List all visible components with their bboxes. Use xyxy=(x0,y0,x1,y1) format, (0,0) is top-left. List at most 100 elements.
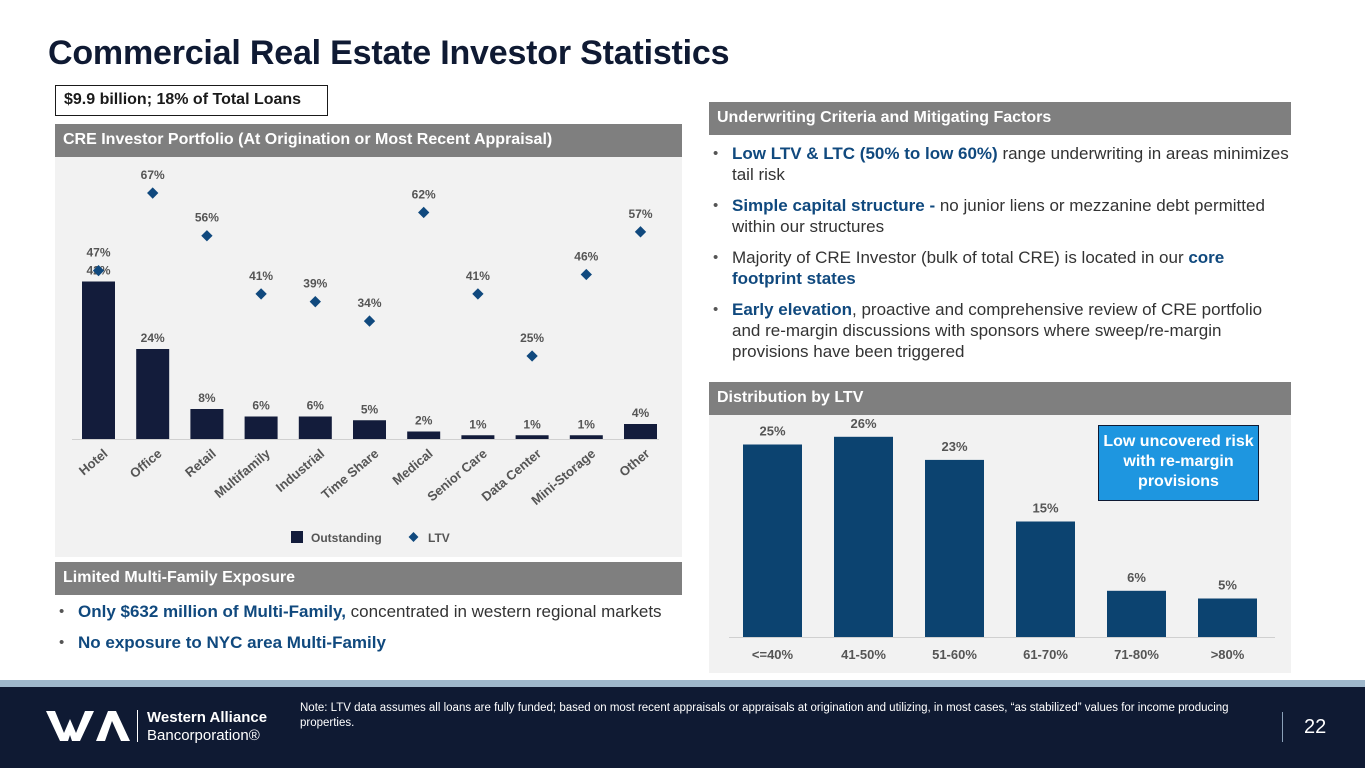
ltv-marker xyxy=(255,288,267,300)
outstanding-bar xyxy=(407,431,441,439)
ltv-label: 67% xyxy=(141,168,165,182)
underwriting-bullets: Low LTV & LTC (50% to low 60%) range und… xyxy=(709,143,1289,372)
ltv-distribution-label: 26% xyxy=(850,416,876,431)
ltv-range-tick-label: 71-80% xyxy=(1114,647,1159,662)
outstanding-label: 6% xyxy=(307,399,325,413)
outstanding-label: 4% xyxy=(632,406,650,420)
ltv-marker xyxy=(418,206,430,219)
ltv-label: 62% xyxy=(412,187,436,201)
legend-ltv-label: LTV xyxy=(428,531,450,545)
underwriting-bullet-3: Majority of CRE Investor (bulk of total … xyxy=(709,247,1289,289)
outstanding-bar xyxy=(353,420,386,439)
distribution-header: Distribution by LTV xyxy=(709,382,1291,415)
ltv-marker xyxy=(147,187,159,199)
ltv-distribution-bar xyxy=(1016,521,1075,637)
outstanding-bar xyxy=(624,424,657,439)
underwriting-bullet-4: Early elevation, proactive and comprehen… xyxy=(709,299,1289,362)
ltv-label: 25% xyxy=(520,331,544,345)
outstanding-bar xyxy=(515,435,549,439)
category-tick-label: Office xyxy=(127,446,165,481)
ltv-distribution-label: 15% xyxy=(1032,501,1058,516)
ltv-range-tick-label: 51-60% xyxy=(932,647,977,662)
ltv-range-tick-label: >80% xyxy=(1211,647,1245,662)
category-tick-label: Multifamily xyxy=(211,445,273,501)
ltv-label: 57% xyxy=(628,207,652,221)
ltv-label: 34% xyxy=(357,296,381,310)
logo-name: Western Alliance xyxy=(147,709,268,726)
category-tick-label: Time Share xyxy=(318,446,381,502)
page-divider xyxy=(1282,712,1283,742)
ltv-marker xyxy=(526,350,538,362)
outstanding-label: 5% xyxy=(361,402,379,416)
ltv-label: 46% xyxy=(574,250,598,264)
distribution-panel: 25% <=40% 26% 41-50% 23% 51-60% 15% 61-70% 6% 71-… xyxy=(709,415,1291,673)
distribution-chart: 25% <=40% 26% 41-50% 23% 51-60% 15% 61-70% 6% 71-… xyxy=(729,416,1275,662)
legend-ltv-swatch xyxy=(408,532,419,542)
total-loans-callout: $9.9 billion; 18% of Total Loans xyxy=(55,85,328,116)
outstanding-label: 1% xyxy=(578,417,596,431)
multifamily-header: Limited Multi-Family Exposure xyxy=(55,562,682,595)
category-tick-label: Retail xyxy=(182,446,219,480)
underwriting-header: Underwriting Criteria and Mitigating Fac… xyxy=(709,102,1291,135)
ltv-label: 47% xyxy=(86,246,110,260)
cre-portfolio-header: CRE Investor Portfolio (At Origination o… xyxy=(55,124,682,157)
outstanding-bar xyxy=(190,409,224,439)
legend-outstanding-swatch xyxy=(291,531,303,543)
outstanding-label: 8% xyxy=(198,391,216,405)
footer-stripe xyxy=(0,680,1365,687)
ltv-distribution-bar xyxy=(743,444,802,637)
footer-note: Note: LTV data assumes all loans are ful… xyxy=(300,702,1229,729)
re-margin-callout: Low uncovered risk with re-margin provis… xyxy=(1098,425,1259,501)
ltv-range-tick-label: <=40% xyxy=(752,647,794,662)
category-tick-label: Industrial xyxy=(273,446,327,495)
outstanding-bar xyxy=(136,349,170,439)
ltv-marker xyxy=(580,268,592,281)
outstanding-label: 1% xyxy=(523,417,541,431)
outstanding-bar xyxy=(569,435,603,439)
ltv-marker xyxy=(201,230,213,242)
ltv-range-tick-label: 61-70% xyxy=(1023,647,1068,662)
cre-portfolio-chart: 42%47%Hotel24%67%Office8%56%Retail6%41%M… xyxy=(72,168,659,545)
outstanding-label: 24% xyxy=(141,331,165,345)
multifamily-bullet-2: No exposure to NYC area Multi-Family xyxy=(55,632,675,653)
logo-subname: Bancorporation® xyxy=(147,727,260,744)
ltv-marker xyxy=(472,288,484,300)
category-tick-label: Hotel xyxy=(76,446,111,478)
ltv-marker xyxy=(634,226,647,238)
ltv-distribution-label: 6% xyxy=(1127,570,1146,585)
multifamily-bullet-1: Only $632 million of Multi-Family, conce… xyxy=(55,601,675,622)
outstanding-bar xyxy=(82,281,115,439)
ltv-distribution-label: 5% xyxy=(1218,578,1237,593)
western-alliance-logo-icon xyxy=(46,711,130,741)
ltv-label: 56% xyxy=(195,211,219,225)
ltv-marker xyxy=(363,315,376,327)
ltv-distribution-label: 23% xyxy=(941,439,967,454)
ltv-distribution-bar xyxy=(1198,598,1257,637)
logo-divider xyxy=(137,710,138,742)
category-tick-label: Medical xyxy=(389,446,435,488)
legend-outstanding-label: Outstanding xyxy=(311,531,382,545)
underwriting-bullet-1: Low LTV & LTC (50% to low 60%) range und… xyxy=(709,143,1289,185)
page-title: Commercial Real Estate Investor Statisti… xyxy=(48,34,730,72)
ltv-distribution-bar xyxy=(925,459,984,637)
ltv-label: 41% xyxy=(249,269,273,283)
ltv-label: 41% xyxy=(466,269,490,283)
outstanding-bar xyxy=(298,416,332,439)
outstanding-label: 1% xyxy=(469,417,487,431)
ltv-distribution-bar xyxy=(834,436,893,637)
outstanding-bar xyxy=(244,416,278,439)
ltv-distribution-label: 25% xyxy=(759,424,785,439)
page-number: 22 xyxy=(1304,716,1327,738)
ltv-distribution-bar xyxy=(1107,590,1166,637)
multifamily-bullets: Only $632 million of Multi-Family, conce… xyxy=(55,601,675,663)
ltv-range-tick-label: 41-50% xyxy=(841,647,886,662)
cre-portfolio-panel: 42%47%Hotel24%67%Office8%56%Retail6%41%M… xyxy=(55,157,682,557)
ltv-marker xyxy=(309,296,321,308)
footer xyxy=(0,680,1365,768)
outstanding-bar xyxy=(461,435,495,439)
ltv-label: 39% xyxy=(303,277,327,291)
underwriting-bullet-2: Simple capital structure - no junior lie… xyxy=(709,195,1289,237)
outstanding-label: 2% xyxy=(415,414,433,428)
outstanding-label: 6% xyxy=(252,399,270,413)
category-tick-label: Other xyxy=(616,446,652,480)
